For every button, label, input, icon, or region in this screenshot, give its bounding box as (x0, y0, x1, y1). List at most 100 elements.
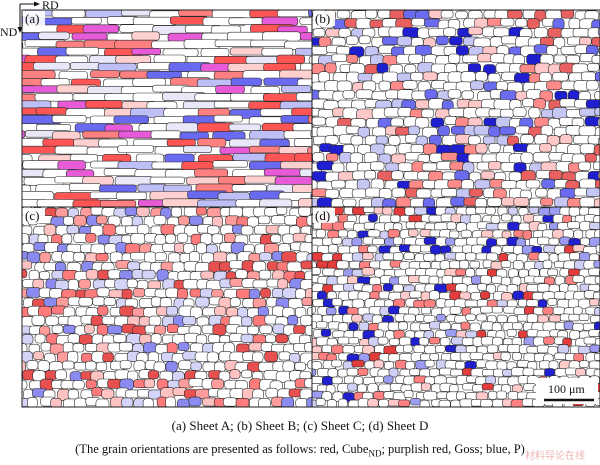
grain (446, 221, 457, 230)
grain (414, 117, 430, 129)
grain (490, 215, 501, 224)
grain (294, 362, 306, 371)
grain (284, 215, 298, 226)
grain (422, 197, 435, 207)
grain (148, 315, 162, 326)
grain (579, 143, 596, 154)
grain (391, 153, 406, 164)
grain (496, 237, 508, 246)
grain (435, 345, 446, 353)
grain (430, 244, 442, 255)
grain (449, 260, 461, 269)
grain (22, 176, 27, 185)
grain (588, 329, 600, 337)
grain (230, 77, 262, 87)
grain (450, 399, 461, 407)
grain (264, 351, 278, 362)
grain (153, 361, 166, 373)
grain (364, 170, 377, 180)
grain (392, 283, 404, 293)
grain (22, 380, 28, 390)
grain (315, 398, 326, 406)
grain (113, 115, 149, 124)
grain-map-a (22, 10, 312, 207)
grain (526, 313, 538, 324)
grain (568, 268, 580, 277)
grain (66, 225, 80, 235)
grain (67, 333, 80, 344)
grain (32, 278, 45, 289)
grain (289, 353, 301, 363)
grain (422, 143, 438, 155)
grain (337, 229, 349, 238)
grain (455, 361, 466, 370)
grain (304, 270, 312, 282)
grain (22, 316, 23, 324)
grain (404, 64, 417, 74)
grain (595, 179, 600, 189)
grain (429, 368, 440, 377)
grain (342, 345, 355, 354)
grain (117, 145, 154, 153)
grain (153, 54, 186, 64)
grain (78, 297, 93, 307)
grain (449, 306, 462, 315)
grain (85, 343, 98, 352)
grain (460, 321, 471, 330)
grain (240, 333, 254, 343)
grain (227, 63, 268, 72)
grain (298, 198, 312, 207)
grain (301, 297, 312, 306)
grain (347, 382, 358, 392)
grain (440, 10, 454, 19)
grain (10, 207, 21, 215)
grain (409, 290, 422, 299)
grain (331, 298, 343, 307)
grain (468, 63, 482, 73)
grain (97, 62, 137, 72)
grain (214, 39, 256, 47)
grain (449, 36, 463, 46)
grain (501, 197, 515, 207)
grain (259, 324, 273, 334)
grain (163, 184, 192, 193)
grain (338, 398, 348, 407)
grain (272, 323, 286, 334)
grain (299, 32, 312, 41)
grain (491, 306, 503, 314)
grain (206, 351, 219, 363)
grain (532, 152, 552, 163)
grain (465, 345, 477, 354)
grain (552, 107, 568, 119)
grain (36, 199, 78, 207)
grain (586, 187, 600, 197)
grain (378, 188, 393, 200)
grain (190, 361, 202, 371)
grain (270, 234, 282, 244)
grain (265, 387, 279, 399)
grain (121, 216, 133, 227)
grain (252, 351, 264, 363)
grain (245, 56, 279, 65)
grain (429, 337, 441, 345)
grain (572, 322, 584, 332)
grain (165, 287, 179, 298)
grain (33, 62, 71, 71)
grain (350, 135, 364, 146)
grain (276, 54, 305, 64)
grain (443, 27, 457, 37)
grain (280, 115, 311, 124)
grain (569, 252, 581, 261)
grain (557, 344, 570, 354)
grain (177, 342, 190, 351)
grain (488, 143, 501, 153)
grain (393, 329, 405, 340)
grain (166, 138, 196, 147)
grain (22, 371, 24, 381)
grain (177, 288, 188, 300)
grain (563, 321, 574, 330)
grain (520, 152, 534, 164)
grain (144, 251, 157, 264)
grain (544, 368, 555, 377)
grain (579, 196, 596, 207)
